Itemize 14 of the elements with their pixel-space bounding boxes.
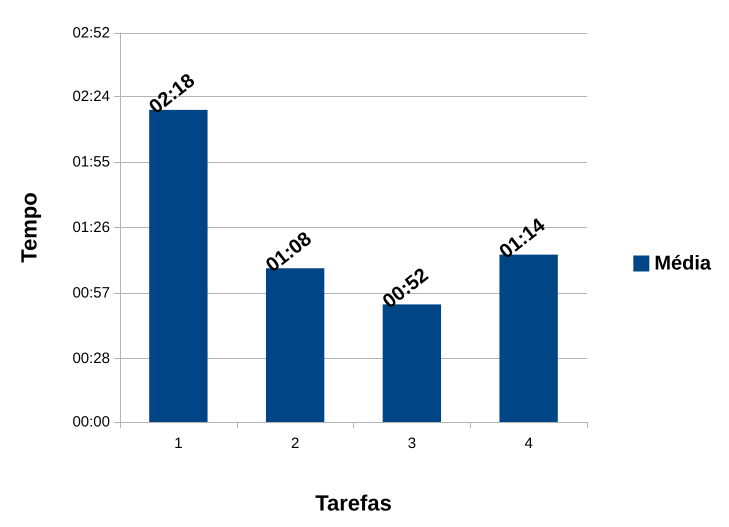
- y-tick-label: 00:00: [72, 414, 110, 430]
- y-tick-label: 00:57: [72, 284, 110, 302]
- x-tick-label: 4: [524, 435, 533, 452]
- y-tick-label: 00:28: [72, 350, 110, 368]
- y-tick-label: 01:26: [72, 219, 110, 236]
- x-axis-title: Tarefas: [315, 490, 392, 516]
- y-tick-label: 01:55: [72, 153, 110, 170]
- y-tick-label: 02:52: [72, 24, 110, 42]
- x-tick-label: 3: [408, 435, 416, 452]
- legend-label: Média: [654, 252, 712, 274]
- y-tick-label: 02:24: [72, 88, 110, 105]
- x-tick-label: 2: [290, 435, 300, 452]
- x-tick-label: 1: [174, 435, 183, 452]
- y-axis-title: Tempo: [16, 192, 42, 263]
